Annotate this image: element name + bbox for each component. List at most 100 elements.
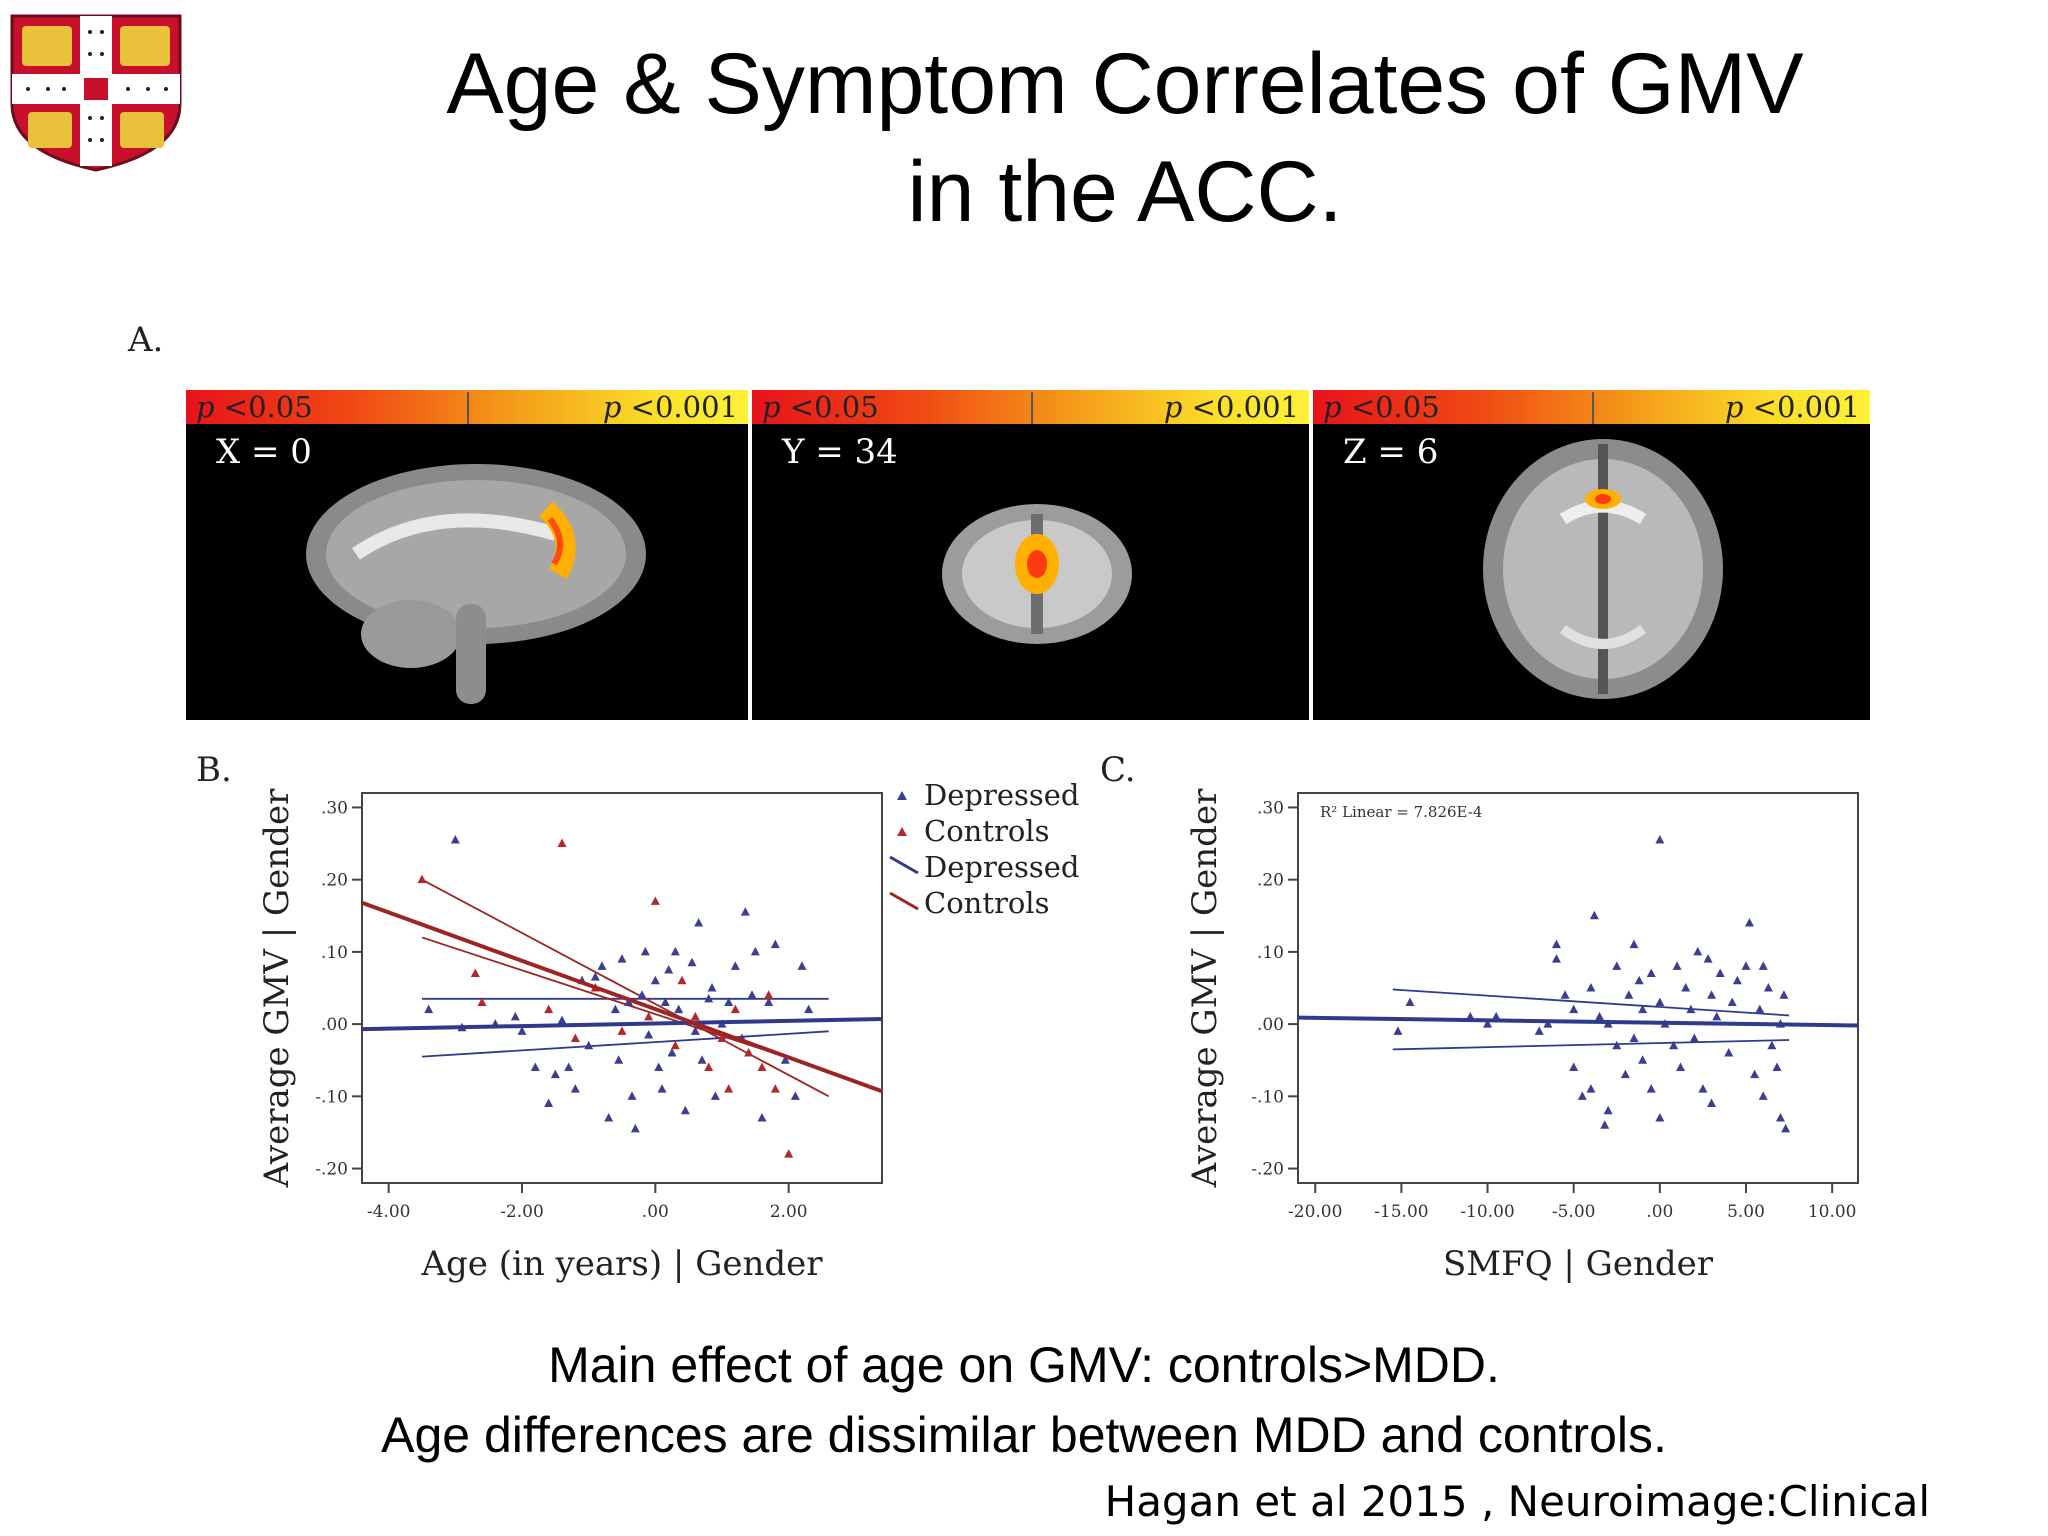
data-point-depressed xyxy=(1600,1120,1610,1129)
data-point-depressed xyxy=(1715,968,1725,978)
x-tick-label: 5.00 xyxy=(1727,1202,1765,1222)
plot-area xyxy=(361,792,883,1184)
data-point-depressed xyxy=(530,1062,540,1071)
citation: Hagan et al 2015 , Neuroimage:Clinical xyxy=(1104,1477,1930,1526)
ci-lower-line xyxy=(1392,1039,1790,1051)
colorbar: p <0.05 p <0.001 xyxy=(752,390,1309,424)
legend-marker xyxy=(897,791,907,800)
y-tick-label: -.20 xyxy=(315,1160,348,1180)
data-point-depressed xyxy=(790,1091,800,1100)
data-point-depressed xyxy=(1586,1084,1596,1093)
data-point-controls xyxy=(744,1048,754,1057)
y-tick-label: .10 xyxy=(321,943,348,963)
x-tick-label: .00 xyxy=(1646,1202,1673,1222)
data-point-depressed xyxy=(1612,961,1622,970)
colorbar-low-label: p <0.05 xyxy=(1323,390,1440,424)
data-point-depressed xyxy=(747,990,757,999)
data-point-depressed xyxy=(1655,834,1665,844)
data-point-controls xyxy=(617,1026,627,1035)
legend-label: Controls xyxy=(924,814,1049,848)
y-tick-label: .30 xyxy=(1257,798,1284,818)
panel-b-label: B. xyxy=(196,750,232,790)
data-point-depressed xyxy=(664,964,674,974)
data-point-depressed xyxy=(1755,1004,1765,1014)
data-point-depressed xyxy=(654,1062,664,1071)
colorbar-high-label: p <0.001 xyxy=(602,390,738,424)
data-point-depressed xyxy=(1686,1004,1696,1014)
chart-b-age: -.20 -.10 .00 .10 .20 .30 -4.00 -2.00 .00 2.00 Age… xyxy=(257,778,1080,1284)
data-point-depressed xyxy=(637,990,647,999)
data-point-depressed xyxy=(1741,961,1751,970)
data-point-depressed xyxy=(584,1040,594,1050)
y-tick-label: .00 xyxy=(321,1015,348,1035)
x-tick-label: -20.00 xyxy=(1288,1202,1342,1222)
colorbar-high-label: p <0.001 xyxy=(1724,390,1860,424)
colorbar: p <0.05 p <0.001 xyxy=(186,390,748,424)
y-tick-label: .00 xyxy=(1257,1015,1284,1035)
data-point-depressed xyxy=(630,1123,640,1133)
x-axis-label: Age (in years) | Gender xyxy=(420,1244,823,1284)
data-point-depressed xyxy=(1781,1123,1791,1133)
data-point-depressed xyxy=(557,1015,567,1024)
data-point-depressed xyxy=(1629,1033,1639,1043)
colorbar-high-label: p <0.001 xyxy=(1163,390,1299,424)
data-point-depressed xyxy=(1669,1040,1679,1050)
data-point-depressed xyxy=(1707,990,1717,999)
data-point-controls xyxy=(570,1033,580,1043)
data-point-depressed xyxy=(1655,997,1665,1006)
data-point-depressed xyxy=(750,946,760,956)
data-point-depressed xyxy=(657,1084,667,1093)
chart-c-smfq: -.20 -.10 .00 .10 .20 .30 -20.00 -15.00 -10.00 -5… xyxy=(1185,788,1859,1284)
sagittal-image xyxy=(186,424,748,720)
data-point-depressed xyxy=(1646,968,1656,978)
data-point-depressed xyxy=(690,1026,700,1035)
y-axis-label: Average GMV | Gender xyxy=(1185,788,1225,1188)
x-tick-label: -10.00 xyxy=(1460,1202,1514,1222)
data-point-depressed xyxy=(570,1084,580,1093)
x-tick-label: -15.00 xyxy=(1374,1202,1428,1222)
data-point-depressed xyxy=(1758,1091,1768,1100)
brain-slice-coronal: p <0.05 p <0.001 Y = 34 xyxy=(752,390,1309,720)
data-point-depressed xyxy=(1491,1011,1501,1021)
slice-coord-x: X = 0 xyxy=(216,432,312,472)
data-point-controls xyxy=(770,1084,780,1093)
data-point-depressed xyxy=(1569,1062,1579,1071)
data-point-depressed xyxy=(1634,975,1644,985)
data-point-depressed xyxy=(1672,961,1682,970)
y-tick-label: .20 xyxy=(321,871,348,891)
data-point-depressed xyxy=(780,1055,790,1064)
data-point-controls xyxy=(557,838,567,848)
y-axis-label: Average GMV | Gender xyxy=(257,788,297,1188)
data-point-depressed xyxy=(1727,997,1737,1006)
data-point-depressed xyxy=(1551,954,1561,963)
fit-line-depressed xyxy=(1297,1015,1859,1028)
data-point-depressed xyxy=(704,993,714,1003)
data-point-depressed xyxy=(1779,990,1789,999)
data-point-depressed xyxy=(650,975,660,985)
data-point-controls xyxy=(717,1033,727,1043)
data-point-depressed xyxy=(640,946,650,956)
y-tick-label: .10 xyxy=(1257,943,1284,963)
data-point-depressed xyxy=(627,1091,637,1100)
data-point-depressed xyxy=(670,946,680,956)
data-point-depressed xyxy=(1638,1004,1648,1014)
fit-line-depressed xyxy=(361,1017,883,1032)
x-tick-label: -2.00 xyxy=(500,1202,544,1222)
data-point-depressed xyxy=(1758,961,1768,970)
data-point-depressed xyxy=(617,954,627,963)
data-point-depressed xyxy=(424,1004,434,1014)
university-crest-logo xyxy=(10,14,182,172)
slide-title-line1: Age & Symptom Correlates of GMV xyxy=(446,36,1804,132)
data-point-controls xyxy=(644,1011,654,1021)
plot-area xyxy=(1297,792,1859,1184)
data-point-depressed xyxy=(770,939,780,949)
data-point-depressed xyxy=(1689,1033,1699,1043)
data-point-controls xyxy=(477,997,487,1006)
data-point-depressed xyxy=(450,834,460,844)
data-point-depressed xyxy=(730,961,740,970)
data-point-depressed xyxy=(517,1026,527,1035)
brain-slice-sagittal: p <0.05 p <0.001 X = 0 xyxy=(186,390,748,720)
data-point-controls xyxy=(724,1084,734,1093)
data-point-depressed xyxy=(1698,1084,1708,1093)
legend-label: Depressed xyxy=(924,778,1080,812)
